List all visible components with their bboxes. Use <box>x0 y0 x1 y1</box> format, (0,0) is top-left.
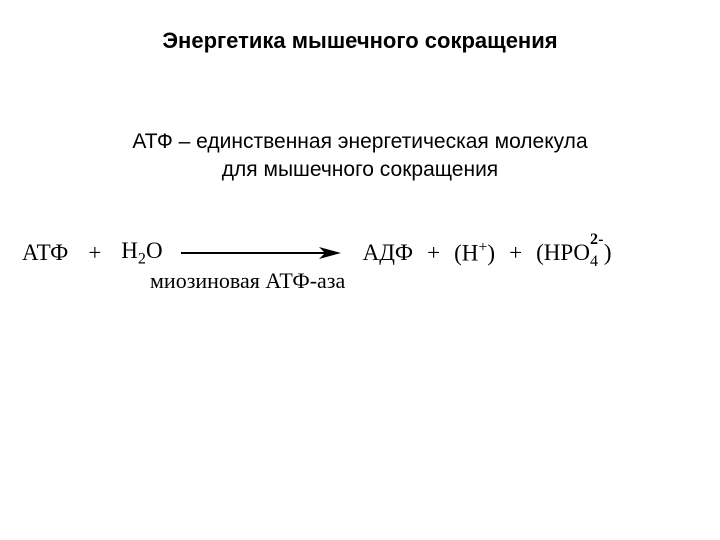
product-adp: АДФ <box>363 240 413 266</box>
product-hplus: (Н+) <box>454 239 495 267</box>
hplus-close: ) <box>487 241 495 266</box>
hpo4-charge: 42- <box>590 240 598 266</box>
plus-sign: + <box>427 240 440 266</box>
enzyme-label: миозиновая АТФ-аза <box>150 268 345 294</box>
subtitle: АТФ – единственная энергетическая молеку… <box>48 128 672 185</box>
arrow-icon <box>181 240 341 266</box>
plus-sign: + <box>509 240 522 266</box>
hpo4-open: (НРО <box>536 240 590 265</box>
h2o-base: Н <box>121 238 138 263</box>
hplus-open: (Н <box>454 241 478 266</box>
h2o-tail: О <box>146 238 163 263</box>
product-hpo4: (НРО42- ) <box>536 240 611 266</box>
reactant-atp: АТФ <box>22 240 68 266</box>
hpo4-sub: 4 <box>590 253 598 270</box>
h2o-sub: 2 <box>138 251 146 268</box>
subtitle-line-1: АТФ – единственная энергетическая молеку… <box>132 130 587 153</box>
reactant-h2o: Н2О <box>121 238 162 269</box>
equation-line: АТФ + Н2О АДФ + (Н+) + (НРО42- ) <box>20 238 710 269</box>
plus-sign: + <box>88 240 101 266</box>
equation-block: АТФ + Н2О АДФ + (Н+) + (НРО42- ) миозино… <box>20 238 710 269</box>
hpo4-sup: 2- <box>590 231 603 249</box>
page-title: Энергетика мышечного сокращения <box>0 28 720 54</box>
subtitle-line-2: для мышечного сокращения <box>222 158 498 181</box>
